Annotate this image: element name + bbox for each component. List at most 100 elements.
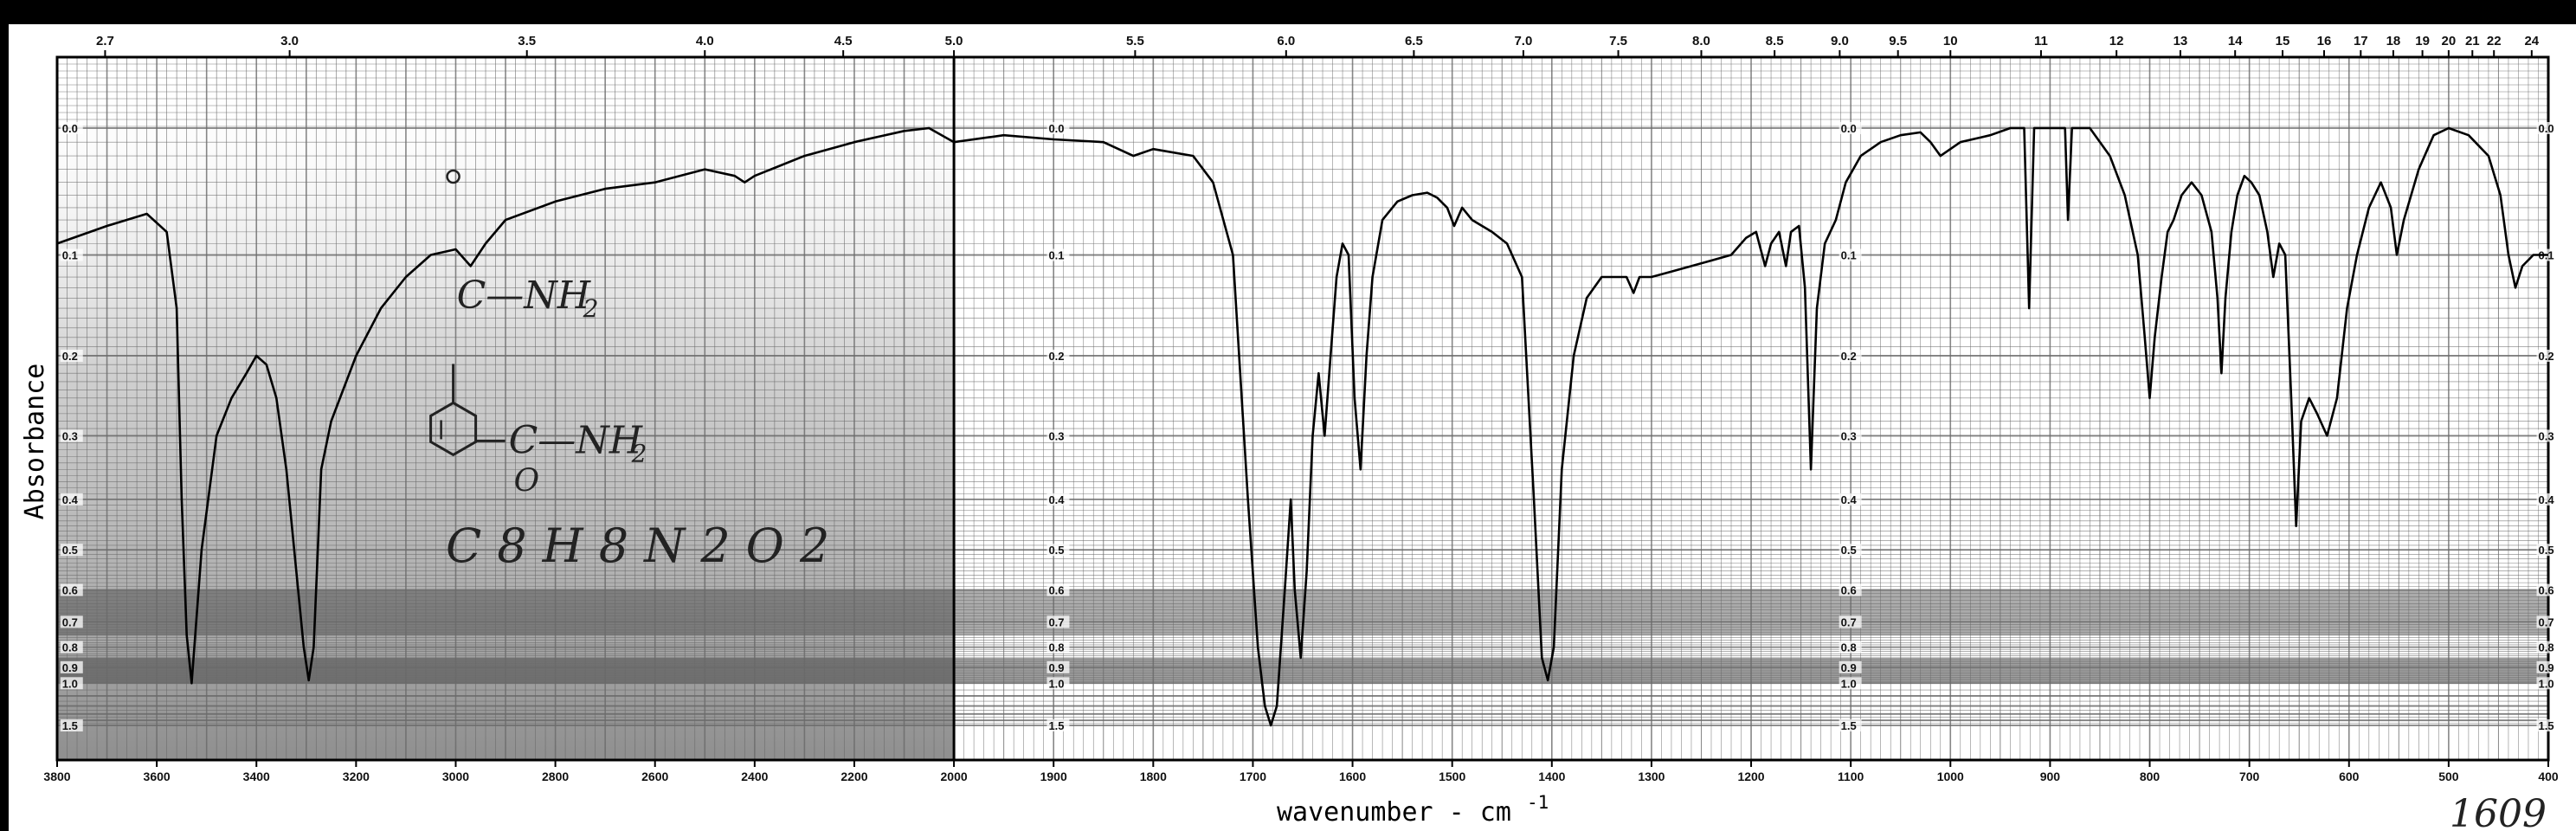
top-tick-label: 8.0 [1692,34,1710,48]
y-tick-label: 0.9 [62,661,78,674]
y-tick-label: 0.0 [1048,122,1064,135]
y-tick-label-bg [1839,122,1862,134]
x-tick-label: 600 [2339,770,2360,783]
y-tick-label: 0.5 [2538,544,2553,557]
y-tick-label-bg [2536,583,2560,596]
y-tick-label: 0.7 [1048,615,1064,628]
y-tick-label-bg [2536,677,2560,690]
x-tick-label: 1400 [1538,770,1565,783]
y-tick-label: 0.4 [62,493,79,506]
y-tick-label: 0.1 [1841,249,1857,262]
y-tick-label: 0.9 [1841,661,1857,674]
top-tick-label: 7.5 [1609,34,1627,48]
y-tick-label-bg [60,641,83,654]
amide-top-label: C—NH [457,274,592,318]
y-tick-label: 0.7 [1841,615,1857,628]
y-tick-label-bg [1046,677,1070,690]
y-tick-label-bg [60,677,83,690]
y-tick-label-bg [1839,660,1862,673]
chart-grid [56,57,2549,760]
y-tick-label-bg [60,122,83,134]
y-tick-label: 0.3 [1841,429,1857,442]
y-tick-label: 0.2 [62,350,78,363]
benzene-ring-shape [429,401,478,457]
y-tick-label-bg [2536,493,2560,506]
top-tick-label: 9.5 [1889,34,1907,48]
y-tick-label-bg [1046,349,1070,362]
y-tick-label-bg [2536,719,2560,731]
margin-note: 1609 [2450,792,2547,831]
y-tick-label-bg [60,248,83,261]
y-tick-label: 0.4 [2538,493,2554,506]
y-tick-label: 1.5 [62,719,78,732]
top-border-bar [0,0,2576,24]
top-tick-label: 15 [2276,34,2290,48]
x-tick-label: 2400 [741,770,768,783]
top-tick-label: 12 [2109,34,2124,48]
top-tick-label: 9.0 [1831,34,1849,48]
y-tick-label: 0.6 [1841,584,1857,597]
x-tick-label: 1100 [1838,770,1864,783]
top-tick-label: 10 [1943,34,1958,48]
carbonyl-o-label: O [514,463,540,499]
y-tick-label-bg [1046,544,1070,557]
y-tick-label-bg [60,719,83,731]
top-tick-label: 22 [2487,34,2502,48]
y-tick-label-bg [1046,660,1070,673]
y-tick-label-bg [1839,544,1862,557]
y-tick-label: 0.9 [1048,661,1064,674]
x-tick-label: 800 [2140,770,2161,783]
top-tick-label: 18 [2386,34,2401,48]
top-tick-label: 19 [2415,34,2430,48]
x-tick-label: 2800 [542,770,569,783]
y-tick-label: 1.5 [1048,719,1064,732]
x-tick-label: 1900 [1040,770,1067,783]
y-tick-label-bg [1839,429,1862,442]
y-tick-label-bg [1046,719,1070,731]
molecular-formula: C8H8N2O2 [446,519,845,573]
y-tick-label: 0.4 [1048,493,1065,506]
y-tick-label-bg [1839,641,1862,654]
top-tick-label: 11 [2034,34,2048,48]
top-tick-label: 5.5 [1126,34,1144,48]
top-tick-label: 24 [2524,34,2539,48]
top-tick-label: 16 [2317,34,2332,48]
plot-frame [55,55,2550,762]
y-tick-label: 0.0 [62,122,78,135]
y-tick-label: 0.0 [2538,122,2553,135]
y-tick-label: 0.6 [2538,584,2553,597]
spectrum-trace-group [56,126,2548,727]
amide-top-subscript: 2 [583,294,599,323]
y-tick-label-bg [1839,248,1862,261]
top-tick-label: 4.0 [696,34,714,48]
y-tick-label-bg [2536,429,2560,442]
y-tick-label: 1.0 [1048,677,1064,690]
y-tick-label-bg [60,583,83,596]
y-tick-label: 0.5 [62,544,78,557]
left-border-bar [0,0,9,831]
y-tick-label: 0.6 [1048,584,1064,597]
x-axis-title: wavenumber - cm -1 [1277,792,1549,828]
x-tick-label: 1800 [1140,770,1167,783]
x-tick-label: 2600 [641,770,668,783]
x-tick-label: 1700 [1240,770,1266,783]
top-tick-label: 7.0 [1514,34,1532,48]
y-tick-label: 0.8 [2538,641,2553,654]
x-axis-title-text: wavenumber - cm [1277,797,1511,828]
x-tick-label: 3000 [442,770,469,783]
top-tick-label: 6.0 [1277,34,1295,48]
y-tick-label: 0.1 [62,249,78,262]
carbonyl-o-circle-top [446,169,460,184]
top-tick-label: 6.5 [1405,34,1423,48]
y-tick-label: 0.7 [62,615,78,628]
y-tick-label: 1.0 [2538,677,2553,690]
y-tick-label-bg [60,493,83,506]
chart-ticks: 3800 3600 3400 3200 3000 2800 2600 2400 2200 2000… [43,34,2560,783]
top-tick-label: 3.5 [518,34,536,48]
y-tick-label: 0.5 [1048,544,1064,557]
y-tick-label: 0.2 [1048,350,1064,363]
y-tick-label-bg [1046,122,1070,134]
y-tick-label-bg [1839,349,1862,362]
y-tick-label-bg [60,349,83,362]
